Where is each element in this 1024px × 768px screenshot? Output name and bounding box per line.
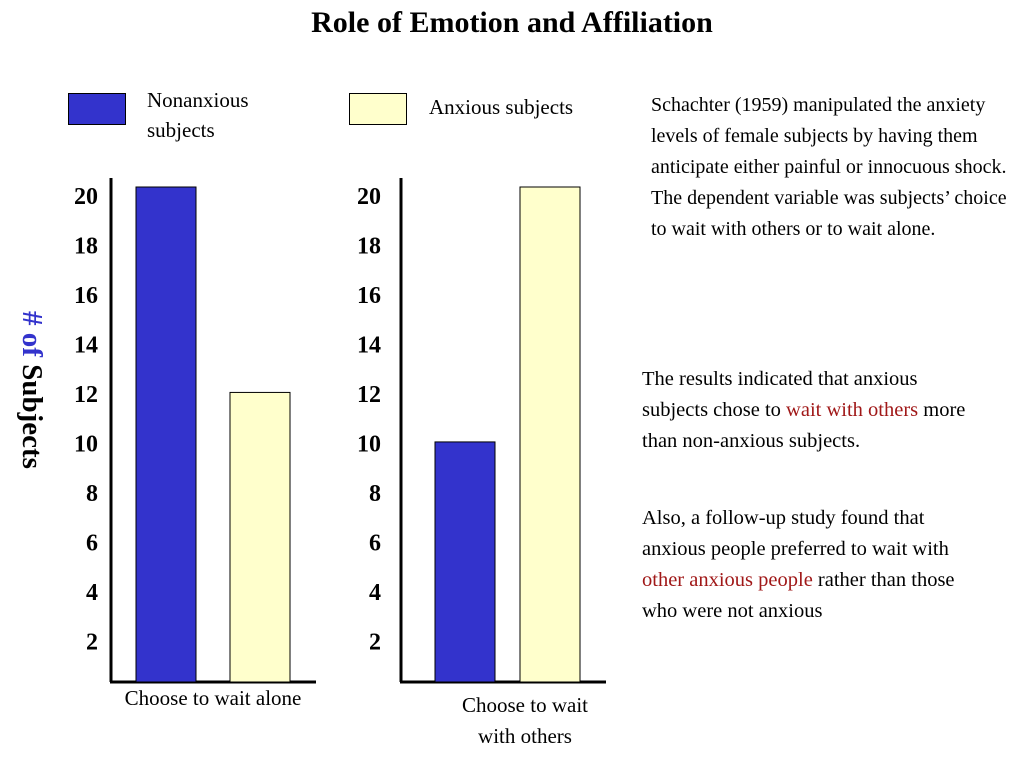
results-paragraph: The results indicated that anxious subje… [642, 364, 972, 457]
x-category-wait-alone: Choose to wait alone [100, 683, 326, 714]
y-tick-label: 4 [369, 580, 381, 606]
y-tick-label: 18 [74, 234, 98, 260]
y-tick-label: 12 [357, 382, 381, 408]
y-tick-label: 6 [369, 531, 381, 557]
y-tick-label: 8 [369, 481, 381, 507]
results-text-b: more than non-anxious subjects. [642, 399, 966, 452]
legend-swatch-nonanxious [68, 93, 126, 125]
followup-text-a: Also, a follow-up study found that anxio… [642, 507, 949, 560]
legend-label-nonanxious-line2: subjects [147, 118, 215, 142]
page-title: Role of Emotion and Affiliation [311, 6, 713, 39]
y-tick-label: 18 [357, 234, 381, 260]
bar-nonanxious-panel-1 [135, 186, 197, 683]
y-tick-label: 14 [74, 333, 98, 359]
y-tick-label: 2 [369, 630, 381, 656]
y-tick-label: 4 [86, 580, 98, 606]
y-tick-label: 8 [86, 481, 98, 507]
followup-text-b: rather than those who were not anxious [642, 569, 955, 622]
y-tick-label: 12 [74, 382, 98, 408]
y-tick-label: 10 [74, 432, 98, 458]
y-tick-label: 16 [357, 283, 381, 309]
legend-label-nonanxious-line1: Nonanxious [147, 88, 249, 112]
intro-paragraph: Schachter (1959) manipulated the anxiety… [651, 94, 1007, 240]
y-tick-label: 14 [357, 333, 381, 359]
bar-anxious-panel-2 [519, 186, 581, 683]
y-tick-label: 2 [86, 630, 98, 656]
y-tick-label: 20 [74, 184, 98, 210]
y-tick-label: 20 [357, 184, 381, 210]
x-category-wait-others-line2: with others [478, 724, 572, 748]
results-text-a: The results indicated that anxious subje… [642, 368, 918, 421]
bar-anxious-panel-1 [229, 391, 291, 683]
bar-nonanxious-panel-2 [434, 441, 496, 683]
legend-label-anxious: Anxious subjects [429, 95, 574, 119]
x-category-wait-others-line1: Choose to wait [462, 693, 588, 717]
legend-label-nonanxious: Nonanxious subjects [147, 85, 249, 145]
y-tick-label: 6 [86, 531, 98, 557]
results-highlight: wait with others [786, 399, 919, 421]
y-tick-label: 10 [357, 432, 381, 458]
y-tick-label: 16 [74, 283, 98, 309]
followup-highlight: other anxious people [642, 569, 813, 591]
x-category-wait-others: Choose to wait with others [430, 690, 620, 752]
followup-paragraph: Also, a follow-up study found that anxio… [642, 503, 987, 627]
x-category-wait-alone-line1: Choose to wait alone [124, 686, 302, 710]
legend-swatch-anxious [349, 93, 407, 125]
